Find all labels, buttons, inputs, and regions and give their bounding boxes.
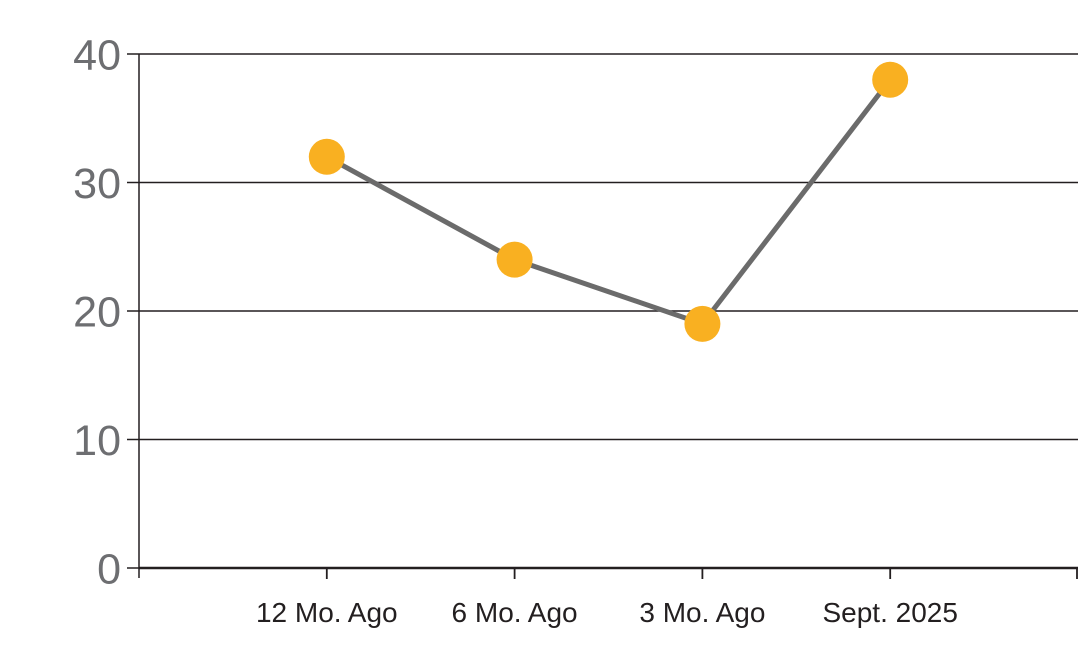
x-axis-tick-label: Sept. 2025 xyxy=(822,597,957,628)
y-axis-tick-label: 0 xyxy=(97,546,121,594)
series-line xyxy=(324,77,893,327)
data-point-marker xyxy=(872,61,909,98)
data-point-marker xyxy=(308,138,345,175)
data-point-marker xyxy=(496,241,533,278)
x-axis-tick-label: 6 Mo. Ago xyxy=(452,597,578,628)
y-axis-tick-label: 40 xyxy=(73,32,121,80)
y-axis-tick-label: 10 xyxy=(73,417,121,465)
y-axis-tick-label: 30 xyxy=(73,160,121,208)
x-axis-tick-label: 3 Mo. Ago xyxy=(639,597,765,628)
x-axis-tick-label: 12 Mo. Ago xyxy=(256,597,398,628)
data-point-marker xyxy=(684,305,721,342)
y-axis-tick-label: 20 xyxy=(73,289,121,337)
